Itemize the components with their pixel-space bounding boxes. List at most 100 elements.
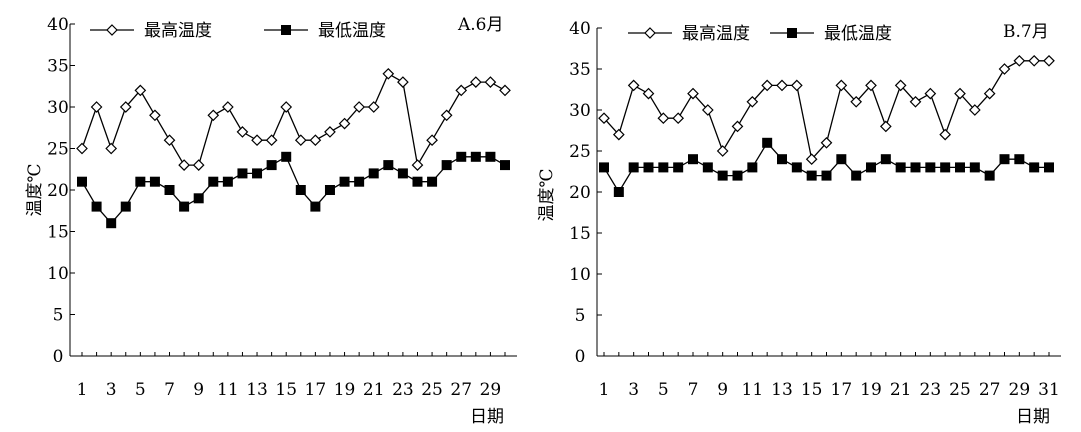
data-point-min bbox=[702, 162, 713, 173]
x-tick-label: 19 bbox=[860, 380, 882, 400]
data-point-min bbox=[500, 160, 510, 171]
data-point-max bbox=[499, 84, 511, 97]
data-point-max bbox=[731, 120, 744, 133]
data-point-min bbox=[120, 201, 131, 212]
data-point-min bbox=[135, 176, 146, 187]
x-tick-label: 27 bbox=[450, 380, 472, 400]
data-point-min bbox=[324, 185, 335, 195]
data-point-max bbox=[265, 134, 278, 147]
data-point-min bbox=[412, 176, 423, 187]
series-line-min bbox=[81, 155, 506, 225]
x-tick-label: 23 bbox=[392, 380, 414, 400]
data-point-max bbox=[397, 76, 409, 88]
y-tick-label: 5 bbox=[575, 306, 586, 326]
data-point-max bbox=[90, 101, 103, 113]
data-point-min bbox=[821, 170, 832, 181]
data-point-max bbox=[1028, 54, 1041, 67]
data-point-min bbox=[613, 187, 624, 197]
data-point-min bbox=[688, 154, 698, 165]
y-tick-label: 0 bbox=[53, 347, 64, 367]
legend-marker-max bbox=[106, 24, 118, 36]
data-point-min bbox=[456, 151, 467, 162]
legend: 最高温度 最低温度 bbox=[628, 24, 892, 44]
data-point-max bbox=[865, 79, 877, 92]
data-point-max bbox=[612, 128, 625, 141]
data-point-max bbox=[657, 112, 670, 125]
data-point-min bbox=[940, 162, 951, 173]
legend-marker-min bbox=[281, 25, 291, 35]
x-tick-label: 19 bbox=[334, 380, 356, 400]
data-point-max bbox=[820, 136, 833, 149]
data-point-min bbox=[955, 162, 965, 173]
data-point-min bbox=[252, 168, 263, 179]
data-point-min bbox=[91, 201, 102, 212]
data-point-max bbox=[222, 101, 234, 113]
x-tick-label: 31 bbox=[1038, 380, 1060, 400]
legend-label-min: 最低温度 bbox=[318, 21, 386, 41]
y-tick-label: 10 bbox=[47, 264, 69, 284]
y-tick-label: 35 bbox=[47, 57, 69, 77]
data-point-min bbox=[777, 154, 787, 165]
data-point-max bbox=[627, 79, 640, 92]
data-point-min bbox=[925, 162, 936, 173]
data-point-min bbox=[643, 162, 654, 173]
x-tick-label: 7 bbox=[688, 380, 699, 400]
y-tick-label: 40 bbox=[569, 19, 591, 39]
x-tick-label: 27 bbox=[979, 380, 1001, 400]
x-tick-label: 9 bbox=[193, 380, 204, 400]
x-tick-label: 21 bbox=[890, 380, 912, 400]
data-point-max bbox=[598, 112, 610, 125]
data-point-min bbox=[310, 201, 321, 212]
data-point-min bbox=[984, 170, 995, 181]
data-point-max bbox=[119, 101, 132, 113]
data-point-max bbox=[280, 101, 293, 113]
data-point-max bbox=[716, 145, 729, 157]
data-point-min bbox=[851, 170, 862, 181]
series-line-min bbox=[603, 141, 1049, 194]
x-tick-label: 3 bbox=[628, 380, 639, 400]
data-point-min bbox=[485, 151, 496, 162]
data-point-min bbox=[791, 162, 802, 173]
data-point-min bbox=[295, 185, 306, 195]
data-point-min bbox=[106, 218, 117, 229]
data-point-min bbox=[895, 162, 906, 173]
data-point-min bbox=[237, 168, 248, 179]
data-point-max bbox=[367, 101, 380, 113]
data-point-min bbox=[208, 176, 219, 187]
data-point-min bbox=[747, 162, 758, 173]
data-point-max bbox=[207, 109, 220, 122]
data-point-max bbox=[294, 134, 307, 147]
data-point-min bbox=[599, 162, 609, 173]
data-point-min bbox=[717, 170, 728, 181]
data-point-max bbox=[835, 79, 848, 92]
x-tick-label: 1 bbox=[599, 380, 610, 400]
x-tick-label: 15 bbox=[275, 380, 297, 400]
data-point-max bbox=[998, 63, 1011, 75]
data-point-min bbox=[673, 162, 684, 173]
data-point-max bbox=[879, 120, 892, 133]
legend-label-max: 最高温度 bbox=[682, 24, 750, 44]
y-tick-label: 30 bbox=[569, 101, 591, 121]
y-tick-label: 10 bbox=[569, 265, 591, 285]
data-point-max bbox=[455, 84, 468, 97]
y-tick-label: 35 bbox=[569, 60, 591, 80]
legend-label-max: 最高温度 bbox=[144, 21, 212, 41]
data-point-max bbox=[1013, 54, 1026, 67]
data-point-min bbox=[368, 168, 379, 179]
data-point-min bbox=[427, 176, 438, 187]
x-tick-label: 3 bbox=[106, 380, 117, 400]
legend-label-min: 最低温度 bbox=[824, 24, 892, 44]
x-tick-label: 17 bbox=[305, 380, 327, 400]
y-tick-label: 20 bbox=[569, 183, 591, 203]
data-point-min bbox=[149, 176, 160, 187]
chart-title: B.7月 bbox=[1003, 22, 1049, 42]
y-tick-label: 40 bbox=[47, 15, 69, 35]
x-axis-label: 日期 bbox=[1016, 407, 1050, 427]
data-point-max bbox=[484, 76, 497, 88]
data-point-max bbox=[746, 95, 759, 108]
data-point-max bbox=[761, 79, 774, 92]
data-point-max bbox=[338, 117, 351, 130]
x-tick-label: 29 bbox=[1009, 380, 1031, 400]
x-tick-label: 15 bbox=[801, 380, 823, 400]
